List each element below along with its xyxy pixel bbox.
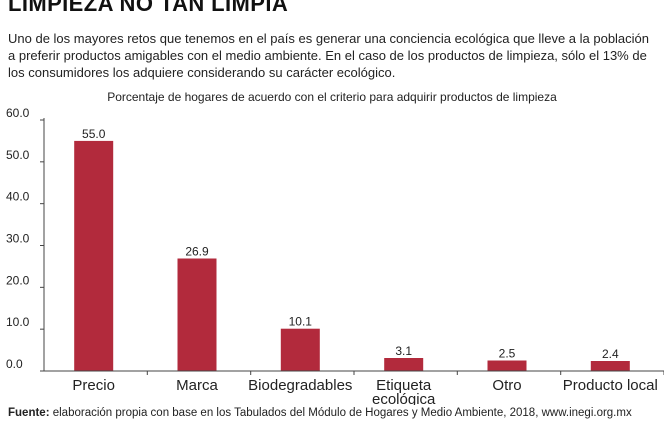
value-label: 3.1 [395, 344, 412, 358]
x-tick-label: Producto local [563, 377, 658, 394]
chart-title: Porcentaje de hogares de acuerdo con el … [107, 90, 557, 104]
y-axis: 0.0 10.0 20.0 30.0 40.0 50.0 60.0 [6, 106, 45, 372]
x-tick-label: Precio [72, 377, 115, 394]
value-label: 55.0 [82, 127, 106, 141]
y-tick-label: 30.0 [6, 232, 30, 246]
value-label: 2.4 [602, 347, 619, 361]
value-labels: 55.0 26.9 10.1 3.1 2.5 2.4 [82, 127, 619, 361]
y-tick-label: 20.0 [6, 273, 30, 287]
bar [590, 361, 630, 371]
x-tick-label: Marca [176, 377, 218, 394]
bar [177, 258, 217, 371]
intro-paragraph: Uno de los mayores retos que tenemos en … [8, 31, 650, 80]
x-tick-label: Etiqueta [376, 377, 432, 394]
value-label: 26.9 [185, 245, 209, 259]
source-text: elaboración propia con base en los Tabul… [52, 407, 632, 419]
y-tick-label: 50.0 [6, 148, 30, 162]
bar [74, 140, 114, 371]
source-label: Fuente: [8, 407, 50, 419]
bar-chart: 0.0 10.0 20.0 30.0 40.0 50.0 60.0 55.0 26.9 10.1… [6, 106, 664, 405]
y-tick-label: 40.0 [6, 190, 30, 204]
bar [280, 328, 320, 371]
y-tick-label: 10.0 [6, 315, 30, 329]
value-label: 2.5 [499, 347, 516, 361]
x-tick-label: Otro [492, 377, 521, 394]
source-note: Fuente: elaboración propia con base en l… [8, 407, 632, 419]
bars [74, 140, 630, 371]
y-tick-label: 60.0 [6, 106, 30, 120]
x-axis: Precio Marca Biodegradables Etiquetaecológi… [44, 370, 664, 405]
bar [487, 360, 527, 371]
value-label: 10.1 [289, 315, 313, 329]
headline: LIMPIEZA NO TAN LIMPIA [8, 0, 289, 16]
y-tick-label: 0.0 [6, 357, 23, 371]
bar [384, 358, 424, 371]
x-tick-label: Biodegradables [248, 377, 352, 394]
x-tick-label: ecológica [372, 391, 436, 405]
